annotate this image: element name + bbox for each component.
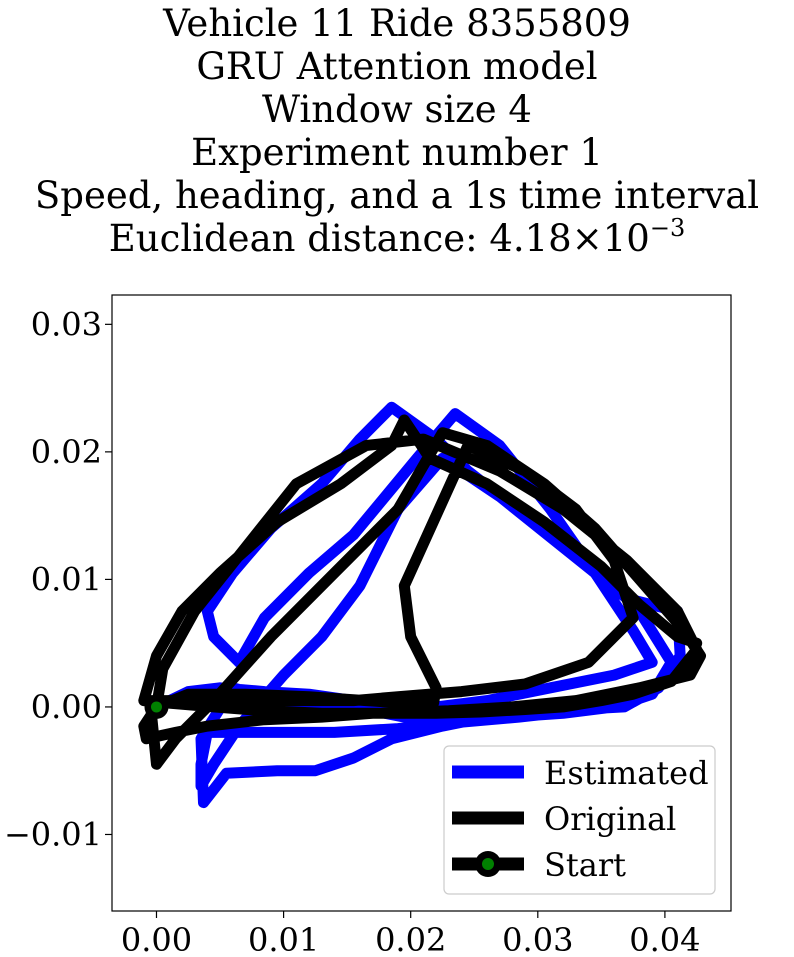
x-tick-label: 0.01 (248, 921, 319, 957)
legend: Estimated Original Start (444, 746, 715, 894)
legend-label-estimated: Estimated (544, 754, 709, 792)
x-tick-label: 0.03 (502, 921, 573, 957)
start-marker (151, 701, 162, 712)
y-tick-label: 0.00 (31, 688, 102, 726)
y-tick-label: −0.01 (4, 815, 102, 853)
x-tick-label: 0.04 (629, 921, 700, 957)
legend-label-original: Original (544, 800, 676, 838)
legend-start-marker (482, 858, 494, 870)
y-tick-label: 0.03 (31, 305, 102, 343)
series-layer (144, 407, 701, 802)
legend-label-start: Start (544, 846, 626, 884)
y-tick-label: 0.01 (31, 560, 102, 598)
x-tick-label: 0.00 (121, 921, 192, 957)
y-tick-label: 0.02 (31, 433, 102, 471)
x-tick-label: 0.02 (375, 921, 446, 957)
